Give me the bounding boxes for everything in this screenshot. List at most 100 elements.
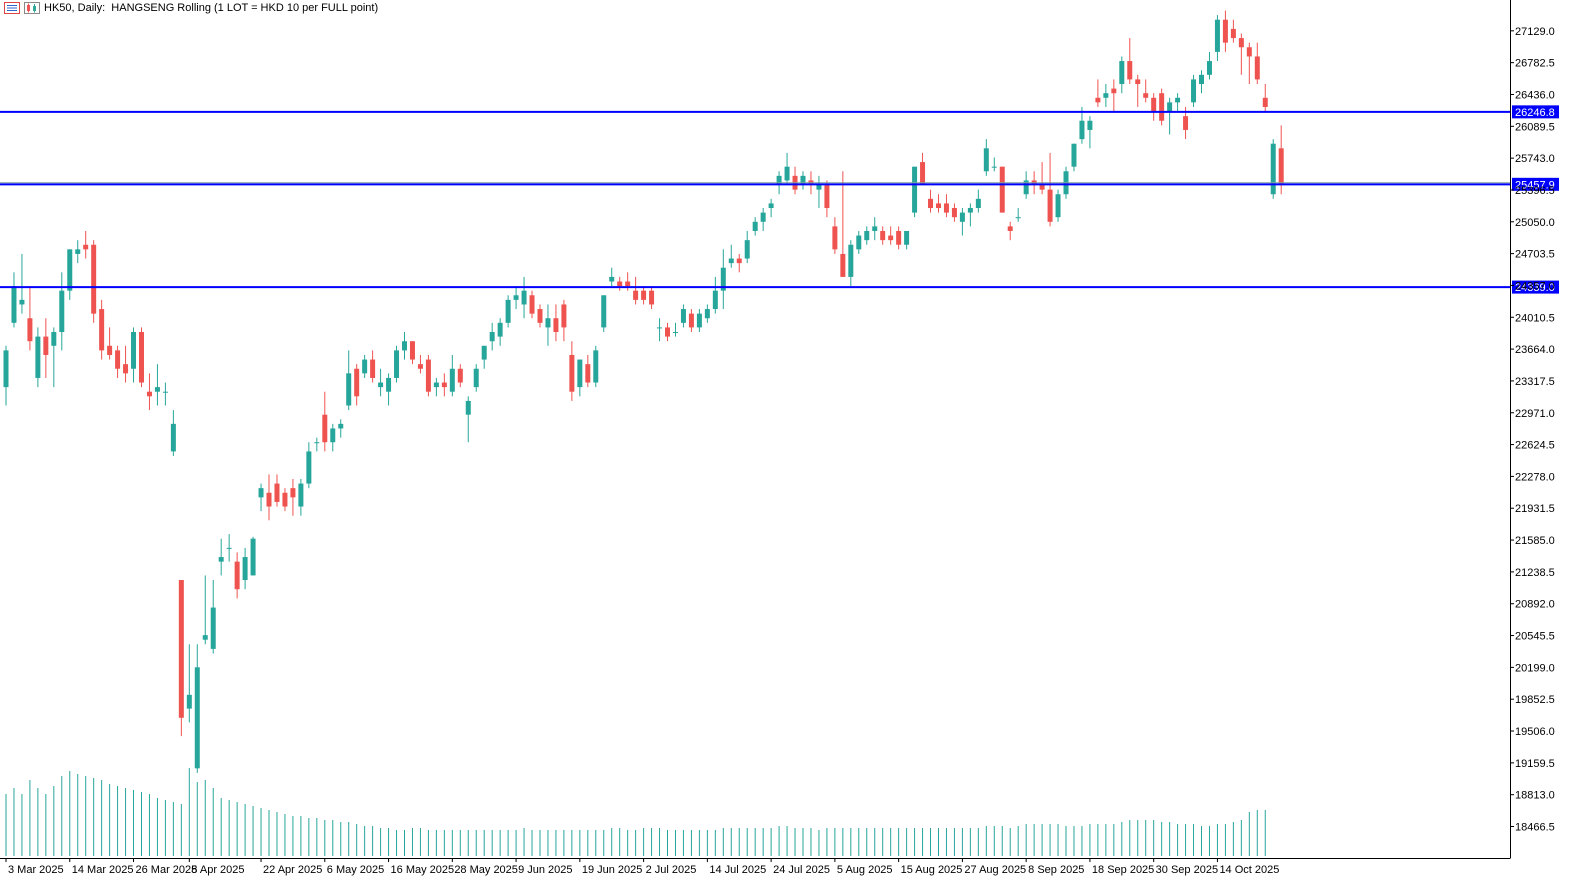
candle-body (282, 492, 288, 507)
candle-body (848, 244, 854, 277)
candle-body (784, 166, 790, 181)
horizontal-levels[interactable]: 26246.8 25457.9 24339.0 (0, 105, 1559, 294)
x-tick-label: 14 Jul 2025 (709, 864, 766, 876)
candle-body (218, 557, 224, 562)
candle-body (314, 442, 320, 444)
y-tick-label: 22624.5 (1515, 440, 1555, 452)
candle-body (202, 635, 208, 640)
candle-body (146, 391, 152, 397)
candle-body (402, 341, 407, 351)
candle-body (27, 318, 33, 342)
y-tick-label: 19852.5 (1515, 694, 1555, 706)
y-tick-label: 24703.5 (1515, 249, 1555, 261)
x-tick-label: 16 May 2025 (391, 864, 455, 876)
x-tick-label: 9 Jun 2025 (518, 864, 572, 876)
y-tick-label: 21585.0 (1515, 535, 1555, 547)
candle-body (991, 166, 997, 168)
x-tick-label: 18 Sep 2025 (1092, 864, 1154, 876)
candle-body (736, 258, 742, 264)
candle-body (1206, 61, 1212, 75)
candle-body (274, 483, 280, 502)
candle-body (91, 244, 97, 314)
candle-body (696, 313, 702, 328)
candle-body (744, 240, 750, 259)
candle-body (1246, 47, 1252, 57)
y-tick-label: 20199.0 (1515, 662, 1555, 674)
candle-body (760, 212, 766, 222)
candle-body (943, 203, 949, 213)
candle-body (1143, 93, 1149, 98)
chart-menu-icon[interactable] (4, 2, 20, 14)
candle-body (585, 364, 591, 383)
candle-body (864, 230, 870, 241)
y-tick-label: 27129.0 (1515, 26, 1555, 38)
candle-body (1127, 61, 1133, 80)
candle-body (975, 198, 981, 209)
candle-body (983, 148, 989, 172)
candle-body (577, 359, 583, 388)
candle-body (1023, 180, 1029, 195)
level-price-label: 24339.0 (1515, 282, 1555, 294)
candle-body (896, 230, 902, 245)
candle-body (3, 350, 9, 388)
y-tick-label: 18813.0 (1515, 790, 1555, 802)
candle-body (1047, 189, 1053, 222)
candle-body (521, 290, 527, 305)
x-tick-label: 3 Mar 2025 (8, 864, 64, 876)
y-tick-label: 24357.0 (1515, 280, 1555, 292)
candle-body (920, 162, 926, 186)
candle-body (800, 175, 806, 186)
candle-body (1055, 194, 1061, 218)
timeframe-label: Daily: (77, 2, 106, 14)
candle-body (1222, 19, 1228, 43)
candle-body (712, 290, 718, 310)
candle-body (1039, 185, 1045, 190)
candle-body (704, 309, 710, 319)
candle-body (1087, 120, 1093, 130)
candle-body (1071, 143, 1077, 167)
candle-body (19, 299, 25, 305)
instrument-description: HANGSENG Rolling (1 LOT = HKD 10 per FUL… (111, 2, 379, 14)
candle-body (912, 166, 918, 213)
y-tick-label: 20892.0 (1515, 599, 1555, 611)
candle-body (768, 203, 774, 209)
x-tick-label: 8 Sep 2025 (1028, 864, 1084, 876)
x-tick-label: 28 May 2025 (454, 864, 518, 876)
candle-body (1191, 79, 1197, 103)
candle-chart-icon[interactable] (24, 2, 40, 14)
candle-body (481, 345, 487, 360)
x-tick-label: 6 May 2025 (327, 864, 384, 876)
candle-body (752, 221, 758, 231)
candle-body (43, 336, 49, 355)
candle-body (1214, 19, 1220, 52)
candle-body (569, 354, 575, 392)
candle-body (338, 423, 344, 429)
candle-body (505, 299, 511, 323)
candle-body (1183, 116, 1189, 130)
candle-body (1079, 120, 1085, 140)
candle-body (1278, 148, 1284, 186)
candle-body (123, 364, 129, 374)
candle-body (1007, 226, 1013, 231)
candle-body (657, 327, 663, 329)
candle-body (999, 166, 1005, 213)
candle-body (162, 391, 168, 393)
candle-body (593, 350, 599, 383)
candle-body (51, 332, 57, 346)
candle-body (1151, 97, 1157, 112)
candle-body (115, 350, 121, 369)
candle-body (617, 281, 623, 287)
x-tick-label: 14 Mar 2025 (72, 864, 134, 876)
y-tick-label: 19506.0 (1515, 726, 1555, 738)
candle-body (242, 557, 248, 581)
y-tick-label: 22971.0 (1515, 408, 1555, 420)
candle-body (362, 359, 368, 374)
candle-body (840, 253, 846, 277)
candle-body (178, 580, 184, 718)
candle-body (513, 295, 519, 300)
candle-body (625, 281, 631, 287)
x-tick-label: 2 Jul 2025 (646, 864, 697, 876)
candle-body (951, 208, 957, 218)
x-tick-label: 27 Aug 2025 (964, 864, 1026, 876)
